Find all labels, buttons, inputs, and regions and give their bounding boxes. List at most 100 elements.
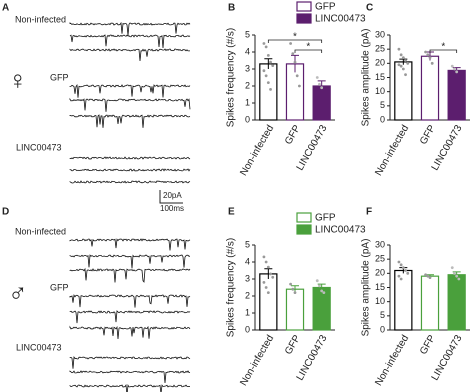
- data-point: [264, 45, 268, 49]
- data-point: [404, 73, 407, 77]
- data-point: [266, 81, 270, 84]
- scale-label: 100ms: [160, 204, 184, 213]
- data-point: [401, 56, 405, 60]
- data-point: [264, 260, 268, 264]
- trace-label: GFP: [50, 72, 69, 82]
- significance-bracket: [267, 39, 323, 43]
- data-point: [262, 255, 266, 259]
- data-point: [397, 47, 401, 51]
- data-point: [424, 50, 427, 54]
- data-point: [397, 274, 401, 278]
- bar: [285, 288, 305, 331]
- y-tick-label: 20: [375, 268, 385, 278]
- sex-symbol: ♀: [8, 65, 28, 95]
- bar: [259, 273, 278, 331]
- x-tick-label: GFP: [418, 123, 438, 147]
- data-point: [401, 67, 405, 71]
- y-tick-label: 0: [380, 324, 385, 334]
- trace: [69, 325, 191, 340]
- legend-label: GFP: [315, 2, 336, 13]
- y-tick-label: 4: [245, 256, 250, 266]
- data-point: [450, 266, 454, 270]
- legend-label: LINC00473: [315, 14, 366, 25]
- trace: [69, 294, 191, 308]
- trace: [69, 168, 191, 172]
- data-point: [315, 76, 319, 79]
- data-point: [269, 60, 272, 64]
- x-tick-label: GFP: [418, 333, 438, 357]
- error-bar: [264, 268, 273, 279]
- y-tick-label: 10: [375, 296, 385, 306]
- data-point: [399, 64, 403, 68]
- data-point: [322, 291, 326, 294]
- data-point: [264, 74, 268, 78]
- y-tick-label: 25: [375, 254, 385, 264]
- trace-label: LINC00473: [16, 342, 62, 352]
- bar: [420, 55, 440, 121]
- trace: [69, 34, 191, 49]
- y-tick-label: 2: [245, 290, 250, 300]
- y-tick-label: 30: [375, 29, 385, 39]
- data-point: [430, 61, 434, 65]
- trace: [69, 267, 191, 283]
- data-point: [450, 64, 454, 68]
- x-tick-label: Non-infected: [373, 333, 411, 388]
- data-point: [318, 284, 321, 288]
- data-point: [318, 82, 321, 86]
- scale-bar: [159, 190, 183, 204]
- data-point: [266, 54, 270, 57]
- data-point: [428, 56, 432, 60]
- y-tick-label: 5: [245, 239, 250, 249]
- data-point: [406, 271, 410, 275]
- error-bar: [317, 80, 326, 92]
- trace: [69, 97, 191, 112]
- trace: [69, 356, 191, 369]
- data-point: [315, 279, 319, 283]
- data-point: [457, 277, 461, 281]
- data-point: [426, 274, 430, 278]
- y-tick-label: 1: [245, 307, 250, 317]
- data-point: [404, 59, 407, 62]
- y-tick-label: 10: [375, 86, 385, 96]
- trace: [69, 180, 191, 184]
- legend-swatch: [296, 1, 312, 12]
- trace: [69, 156, 191, 160]
- trace: [69, 114, 191, 128]
- data-point: [298, 84, 301, 88]
- data-point: [397, 260, 401, 264]
- data-point: [266, 265, 270, 269]
- data-point: [291, 287, 295, 291]
- data-point: [262, 281, 266, 284]
- data-point: [289, 42, 292, 45]
- trace: [69, 310, 191, 324]
- y-tick-label: 0: [245, 114, 250, 124]
- error-bar: [264, 58, 273, 69]
- data-point: [455, 70, 459, 74]
- y-tick-label: 1: [245, 97, 250, 107]
- x-tick-label: Non-infected: [238, 123, 276, 178]
- bar: [394, 61, 413, 121]
- panel-letter: A: [2, 3, 9, 14]
- legend-label: LINC00473: [315, 225, 366, 236]
- data-point: [404, 269, 407, 272]
- scale-label: 20pA: [163, 191, 182, 200]
- y-axis-label: Spikes amplitude (pA): [361, 239, 372, 337]
- y-tick-label: 5: [380, 310, 385, 320]
- data-point: [399, 263, 403, 267]
- y-tick-label: 4: [245, 46, 250, 56]
- y-tick-label: 2: [245, 80, 250, 90]
- y-tick-label: 30: [375, 239, 385, 249]
- x-tick-label: Non-infected: [373, 123, 411, 178]
- y-tick-label: 15: [375, 282, 385, 292]
- data-point: [264, 286, 268, 289]
- panel-letter: D: [2, 207, 9, 218]
- data-point: [401, 266, 405, 270]
- y-tick-label: 15: [375, 72, 385, 82]
- panel-letter: F: [366, 207, 372, 218]
- y-tick-label: 3: [245, 273, 250, 283]
- data-point: [455, 274, 459, 278]
- trace: [69, 370, 191, 384]
- legend-swatch: [296, 13, 312, 24]
- bar: [394, 269, 413, 331]
- legend-swatch: [296, 224, 312, 235]
